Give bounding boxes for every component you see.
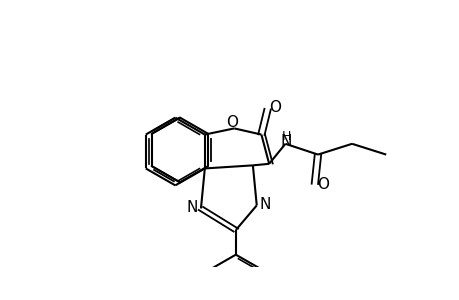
Text: N: N	[186, 200, 197, 215]
Text: N: N	[259, 197, 271, 212]
Text: N: N	[280, 134, 291, 149]
Text: O: O	[316, 178, 328, 193]
Text: O: O	[269, 100, 281, 116]
Text: O: O	[226, 115, 238, 130]
Text: H: H	[281, 130, 290, 143]
